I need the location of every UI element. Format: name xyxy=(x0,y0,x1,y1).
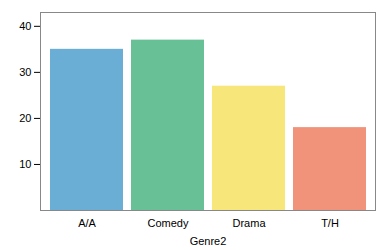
svg-text:40: 40 xyxy=(19,20,31,32)
svg-text:Comedy: Comedy xyxy=(148,217,189,229)
svg-text:Drama: Drama xyxy=(232,217,266,229)
svg-text:20: 20 xyxy=(19,112,31,124)
svg-text:10: 10 xyxy=(19,158,31,170)
svg-text:Genre2: Genre2 xyxy=(190,235,227,247)
svg-text:T/H: T/H xyxy=(321,217,339,229)
svg-text:30: 30 xyxy=(19,66,31,78)
svg-text:A/A: A/A xyxy=(78,217,96,229)
